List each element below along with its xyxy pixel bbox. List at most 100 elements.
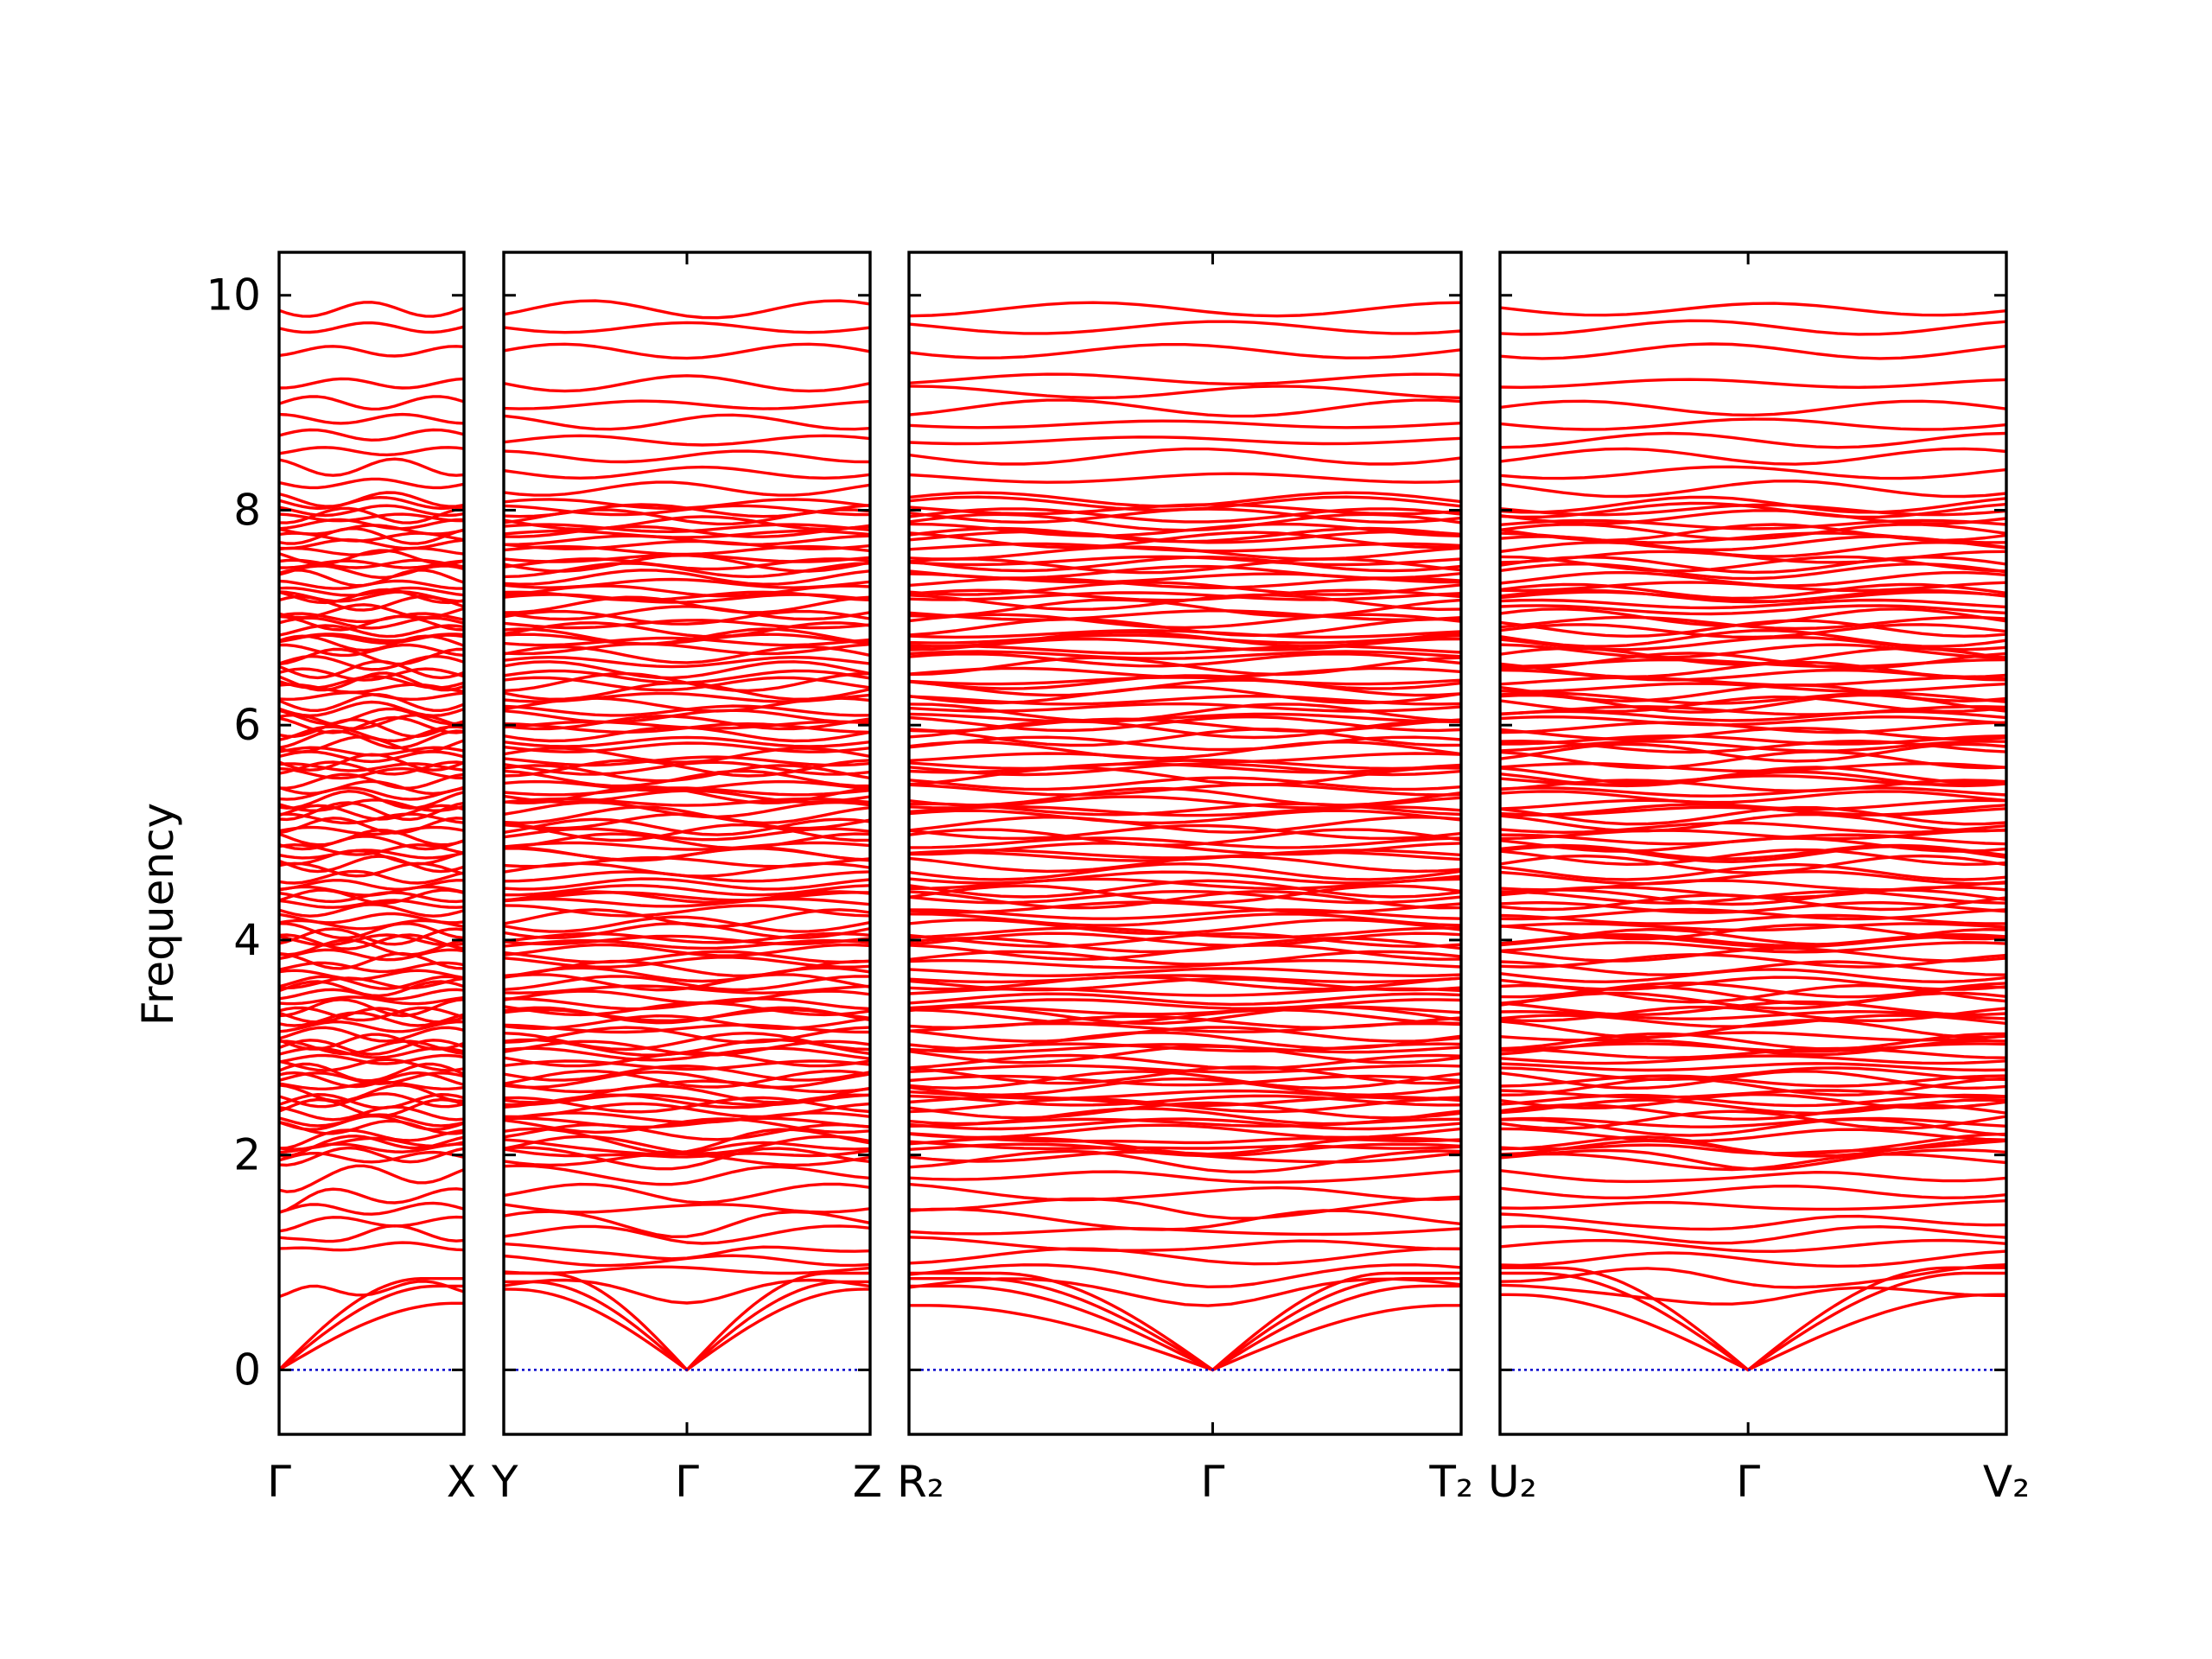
optical-band [279, 1215, 464, 1233]
optical-band [279, 659, 464, 680]
optical-band [504, 569, 870, 586]
optical-band [909, 958, 1461, 969]
high-symmetry-label: Γ [1736, 1457, 1760, 1507]
optical-band [504, 1008, 870, 1022]
optical-band [1500, 1010, 2006, 1020]
acoustic-band [685, 1280, 870, 1372]
optical-band [909, 385, 1461, 400]
optical-band [909, 783, 1461, 797]
optical-band [1500, 888, 2006, 906]
optical-band [504, 691, 870, 703]
acoustic-band [1746, 1271, 2006, 1372]
optical-band [504, 645, 870, 664]
optical-band [1500, 563, 2006, 581]
optical-band [909, 1077, 1461, 1096]
optical-band [1500, 1077, 2006, 1096]
optical-band [909, 950, 1461, 966]
optical-band [504, 669, 870, 684]
acoustic-band [504, 1280, 689, 1372]
optical-band [504, 817, 870, 836]
optical-band [1500, 590, 2006, 603]
optical-band [1500, 1148, 2006, 1171]
optical-band [1500, 1005, 2006, 1022]
optical-band [504, 1278, 870, 1305]
optical-band [279, 798, 464, 812]
optical-band [504, 709, 870, 724]
optical-band [909, 862, 1461, 881]
acoustic-band [1746, 1266, 2006, 1372]
optical-band [1500, 1116, 2006, 1128]
optical-band [504, 1014, 870, 1030]
optical-band [279, 1187, 464, 1214]
optical-band [909, 564, 1461, 580]
optical-band [279, 1020, 464, 1033]
optical-band [279, 569, 464, 588]
optical-band [504, 747, 870, 764]
optical-band [1500, 705, 2006, 716]
acoustic-band [909, 1284, 1215, 1372]
acoustic-band [1746, 1293, 2006, 1372]
optical-band [909, 598, 1461, 618]
optical-band [1500, 509, 2006, 525]
optical-band [279, 612, 464, 624]
optical-band [1500, 982, 2006, 999]
optical-band [909, 918, 1461, 936]
optical-band [909, 1142, 1461, 1158]
optical-band [504, 1116, 870, 1129]
optical-band [909, 842, 1461, 856]
optical-band [1500, 1019, 2006, 1039]
optical-band [909, 495, 1461, 512]
optical-band [1500, 465, 2006, 480]
optical-band [504, 904, 870, 918]
optical-band [1500, 570, 2006, 588]
optical-band [1500, 1238, 2006, 1253]
optical-band [279, 667, 464, 682]
optical-band [1500, 913, 2006, 925]
optical-band [279, 786, 464, 801]
optical-band [909, 666, 1461, 679]
optical-band [279, 586, 464, 597]
optical-band [504, 956, 870, 969]
optical-band [909, 931, 1461, 947]
optical-band [504, 832, 870, 850]
optical-band [504, 515, 870, 531]
optical-band [909, 715, 1461, 733]
optical-band [279, 491, 464, 508]
optical-band [909, 1123, 1461, 1140]
optical-band [279, 980, 464, 998]
optical-band [279, 546, 464, 556]
optical-band [909, 1132, 1461, 1145]
optical-band [1500, 480, 2006, 499]
high-symmetry-label: T₂ [1428, 1457, 1473, 1507]
optical-band [279, 559, 464, 569]
optical-band [1500, 604, 2006, 616]
optical-band [279, 1084, 464, 1103]
optical-band [504, 855, 870, 868]
optical-band [279, 1071, 464, 1085]
optical-band [909, 557, 1461, 575]
optical-band [279, 804, 464, 821]
optical-band [279, 762, 464, 772]
optical-band [1500, 541, 2006, 558]
optical-band [279, 588, 464, 605]
optical-band [909, 1117, 1461, 1131]
optical-band [504, 1046, 870, 1062]
optical-band [909, 652, 1461, 668]
optical-band [504, 841, 870, 851]
optical-band [1500, 1117, 2006, 1137]
acoustic-band [504, 1271, 689, 1372]
optical-band [1500, 1098, 2006, 1116]
optical-band [909, 850, 1461, 862]
optical-band [909, 372, 1461, 386]
optical-band [1500, 922, 2006, 932]
optical-band [504, 800, 870, 819]
optical-band [279, 801, 464, 822]
high-symmetry-label: R₂ [897, 1457, 944, 1507]
optical-band [504, 465, 870, 480]
optical-band [1500, 870, 2006, 886]
optical-band [504, 1026, 870, 1044]
high-symmetry-label: Γ [675, 1457, 699, 1507]
optical-band [909, 581, 1461, 596]
optical-band [279, 527, 464, 545]
